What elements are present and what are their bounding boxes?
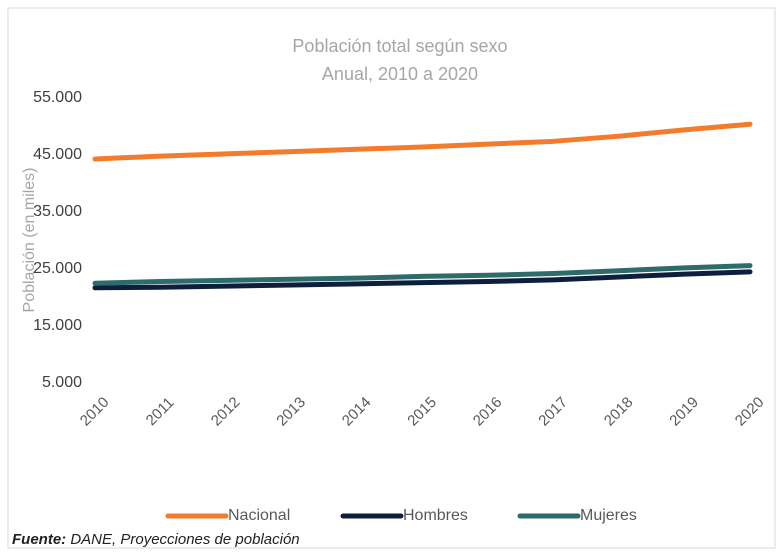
series-line xyxy=(92,269,753,291)
legend-label: Nacional xyxy=(228,507,290,524)
series-line xyxy=(92,121,753,162)
y-tick-label: 5.000 xyxy=(42,374,82,391)
source-label: Fuente: xyxy=(12,531,66,548)
y-axis-label: Población (en miles) xyxy=(21,168,38,313)
y-tick-label: 15.000 xyxy=(33,317,82,334)
legend-label: Hombres xyxy=(403,507,468,524)
chart-subtitle: Anual, 2010 a 2020 xyxy=(322,64,478,84)
y-tick-label: 35.000 xyxy=(33,203,82,220)
y-tick-label: 45.000 xyxy=(33,146,82,163)
series-line xyxy=(92,263,753,286)
chart-title: Población total según sexo xyxy=(292,36,507,56)
legend-label: Mujeres xyxy=(580,507,637,524)
source-text: DANE, Proyecciones de población xyxy=(66,531,299,548)
y-tick-label: 55.000 xyxy=(33,89,82,106)
source-note: Fuente: DANE, Proyecciones de población xyxy=(12,531,300,548)
y-tick-label: 25.000 xyxy=(33,260,82,277)
